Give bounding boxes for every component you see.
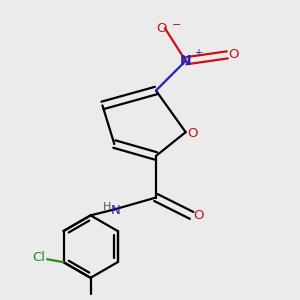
- Text: O: O: [187, 127, 197, 140]
- Text: +: +: [194, 48, 202, 59]
- Text: Cl: Cl: [32, 251, 45, 264]
- Text: O: O: [229, 48, 239, 62]
- Text: O: O: [157, 22, 167, 34]
- Text: N: N: [180, 54, 191, 68]
- Text: H: H: [103, 202, 111, 212]
- Text: −: −: [172, 20, 181, 30]
- Text: N: N: [111, 203, 121, 217]
- Text: O: O: [193, 209, 203, 222]
